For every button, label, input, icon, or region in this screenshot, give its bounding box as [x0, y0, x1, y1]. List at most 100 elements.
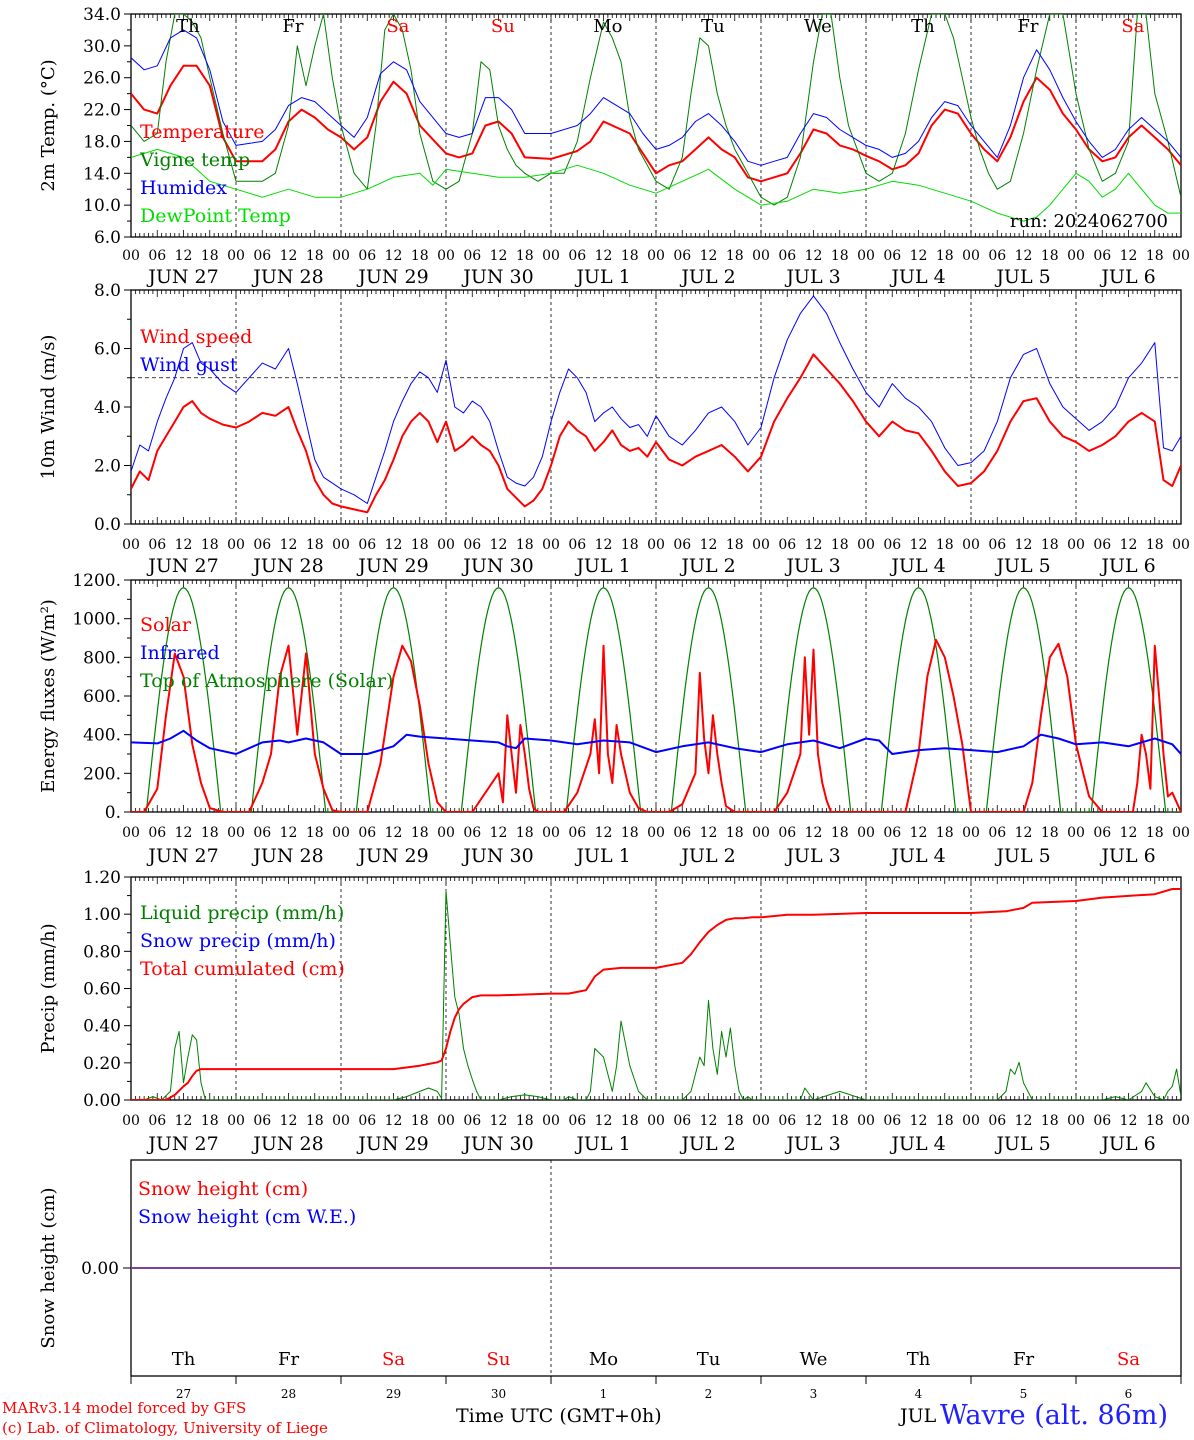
hour-label: 18 [936, 825, 954, 841]
hour-label: 06 [148, 1113, 166, 1129]
hour-label: 00 [332, 825, 350, 841]
hour-label: 18 [1146, 537, 1164, 553]
y-axis-label: Snow height (cm) [38, 1187, 59, 1348]
hour-label: 12 [490, 1113, 508, 1129]
y-tick-label: 0.0 [94, 515, 121, 535]
y-tick-label: 2.0 [94, 457, 121, 477]
date-label: JUN 28 [251, 845, 323, 867]
date-label: JUN 30 [461, 1133, 533, 1155]
hour-label: 06 [1093, 248, 1111, 264]
hour-label: 00 [122, 1113, 140, 1129]
series-solar [131, 638, 1181, 812]
hour-label: 00 [122, 537, 140, 553]
station-label: Wavre (alt. 86m) [940, 1400, 1168, 1431]
hour-label: 00 [962, 1113, 980, 1129]
y-tick-label: 0.60 [83, 980, 121, 1000]
hour-label: 18 [936, 1113, 954, 1129]
y-tick-label: 34.0 [83, 5, 121, 25]
hour-label: 18 [621, 537, 639, 553]
legend-entry: Humidex [140, 177, 227, 199]
date-label: JUL 2 [679, 1133, 735, 1155]
hour-label: 06 [253, 248, 271, 264]
hour-label: 12 [175, 248, 193, 264]
y-tick-label: 1.00 [83, 905, 121, 925]
hour-label: 06 [463, 537, 481, 553]
hour-label: 12 [595, 825, 613, 841]
hour-label: 18 [621, 825, 639, 841]
hour-label: 12 [805, 248, 823, 264]
hour-label: 00 [857, 1113, 875, 1129]
day-number-label: 27 [176, 1387, 191, 1401]
day-name-label: Fr [282, 16, 303, 37]
hour-label: 12 [700, 537, 718, 553]
y-tick-label: 0.00 [81, 1259, 119, 1279]
hour-label: 12 [1120, 537, 1138, 553]
date-label: JUN 30 [461, 266, 533, 288]
hour-label: 00 [1067, 537, 1085, 553]
hour-label: 12 [700, 248, 718, 264]
date-label: JUN 29 [356, 555, 428, 577]
hour-label: 06 [988, 537, 1006, 553]
day-number-label: 1 [600, 1387, 608, 1401]
day-name-label: We [804, 16, 832, 37]
hour-label: 12 [805, 1113, 823, 1129]
hour-label: 06 [463, 248, 481, 264]
legend-entry: Solar [140, 614, 192, 636]
day-number-label: 4 [915, 1387, 923, 1401]
date-label: JUN 29 [356, 266, 428, 288]
hour-label: 18 [306, 537, 324, 553]
hour-label: 06 [358, 825, 376, 841]
hour-label: 18 [201, 537, 219, 553]
y-tick-label: 4.0 [94, 398, 121, 418]
hour-label: 06 [358, 1113, 376, 1129]
date-label: JUL 6 [1099, 845, 1155, 867]
y-tick-label: 0.20 [83, 1054, 121, 1074]
hour-label: 18 [411, 1113, 429, 1129]
hour-label: 12 [1015, 1113, 1033, 1129]
hour-label: 12 [910, 248, 928, 264]
hour-label: 06 [358, 248, 376, 264]
day-name-label: Tu [701, 16, 725, 37]
hour-label: 18 [621, 1113, 639, 1129]
hour-label: 18 [1041, 248, 1059, 264]
hour-label: 12 [805, 537, 823, 553]
hour-label: 18 [831, 248, 849, 264]
hour-label: 06 [673, 248, 691, 264]
hour-label: 06 [148, 248, 166, 264]
hour-label: 18 [411, 248, 429, 264]
hour-label: 18 [516, 1113, 534, 1129]
hour-label: 18 [201, 1113, 219, 1129]
series-toa-solar [131, 587, 1181, 812]
y-tick-label: 10.0 [83, 196, 121, 216]
hour-label: 00 [542, 248, 560, 264]
hour-label: 00 [227, 537, 245, 553]
hour-label: 12 [490, 825, 508, 841]
hour-label: 06 [1093, 825, 1111, 841]
hour-label: 18 [1041, 825, 1059, 841]
hour-label: 12 [385, 1113, 403, 1129]
hour-label: 00 [1172, 825, 1190, 841]
hour-label: 06 [883, 537, 901, 553]
hour-label: 00 [437, 825, 455, 841]
day-number-label: 30 [491, 1387, 506, 1401]
hour-label: 06 [253, 537, 271, 553]
hour-label: 00 [647, 825, 665, 841]
day-name-label: Th [172, 1349, 196, 1370]
hour-label: 00 [1067, 825, 1085, 841]
y-tick-label: 0.00 [83, 1091, 121, 1111]
hour-label: 18 [936, 537, 954, 553]
date-label: JUN 28 [251, 1133, 323, 1155]
hour-label: 12 [175, 825, 193, 841]
panel-snow: Th Fr Sa Su Mo Tu We Th Fr Sa 27 28 29 30 1 2 3 4 5 6 0.00 Sn… [38, 1159, 1182, 1401]
hour-label: 00 [227, 248, 245, 264]
hour-label: 06 [673, 1113, 691, 1129]
y-tick-label: 26.0 [83, 69, 121, 89]
date-label: JUN 28 [251, 266, 323, 288]
date-label: JUL 1 [574, 1133, 630, 1155]
hour-label: 18 [306, 825, 324, 841]
hour-label: 06 [778, 825, 796, 841]
hour-label: 12 [1015, 537, 1033, 553]
series-total-cumulated-cm- [131, 888, 1181, 1100]
hour-label: 12 [595, 1113, 613, 1129]
hour-label: 06 [253, 825, 271, 841]
